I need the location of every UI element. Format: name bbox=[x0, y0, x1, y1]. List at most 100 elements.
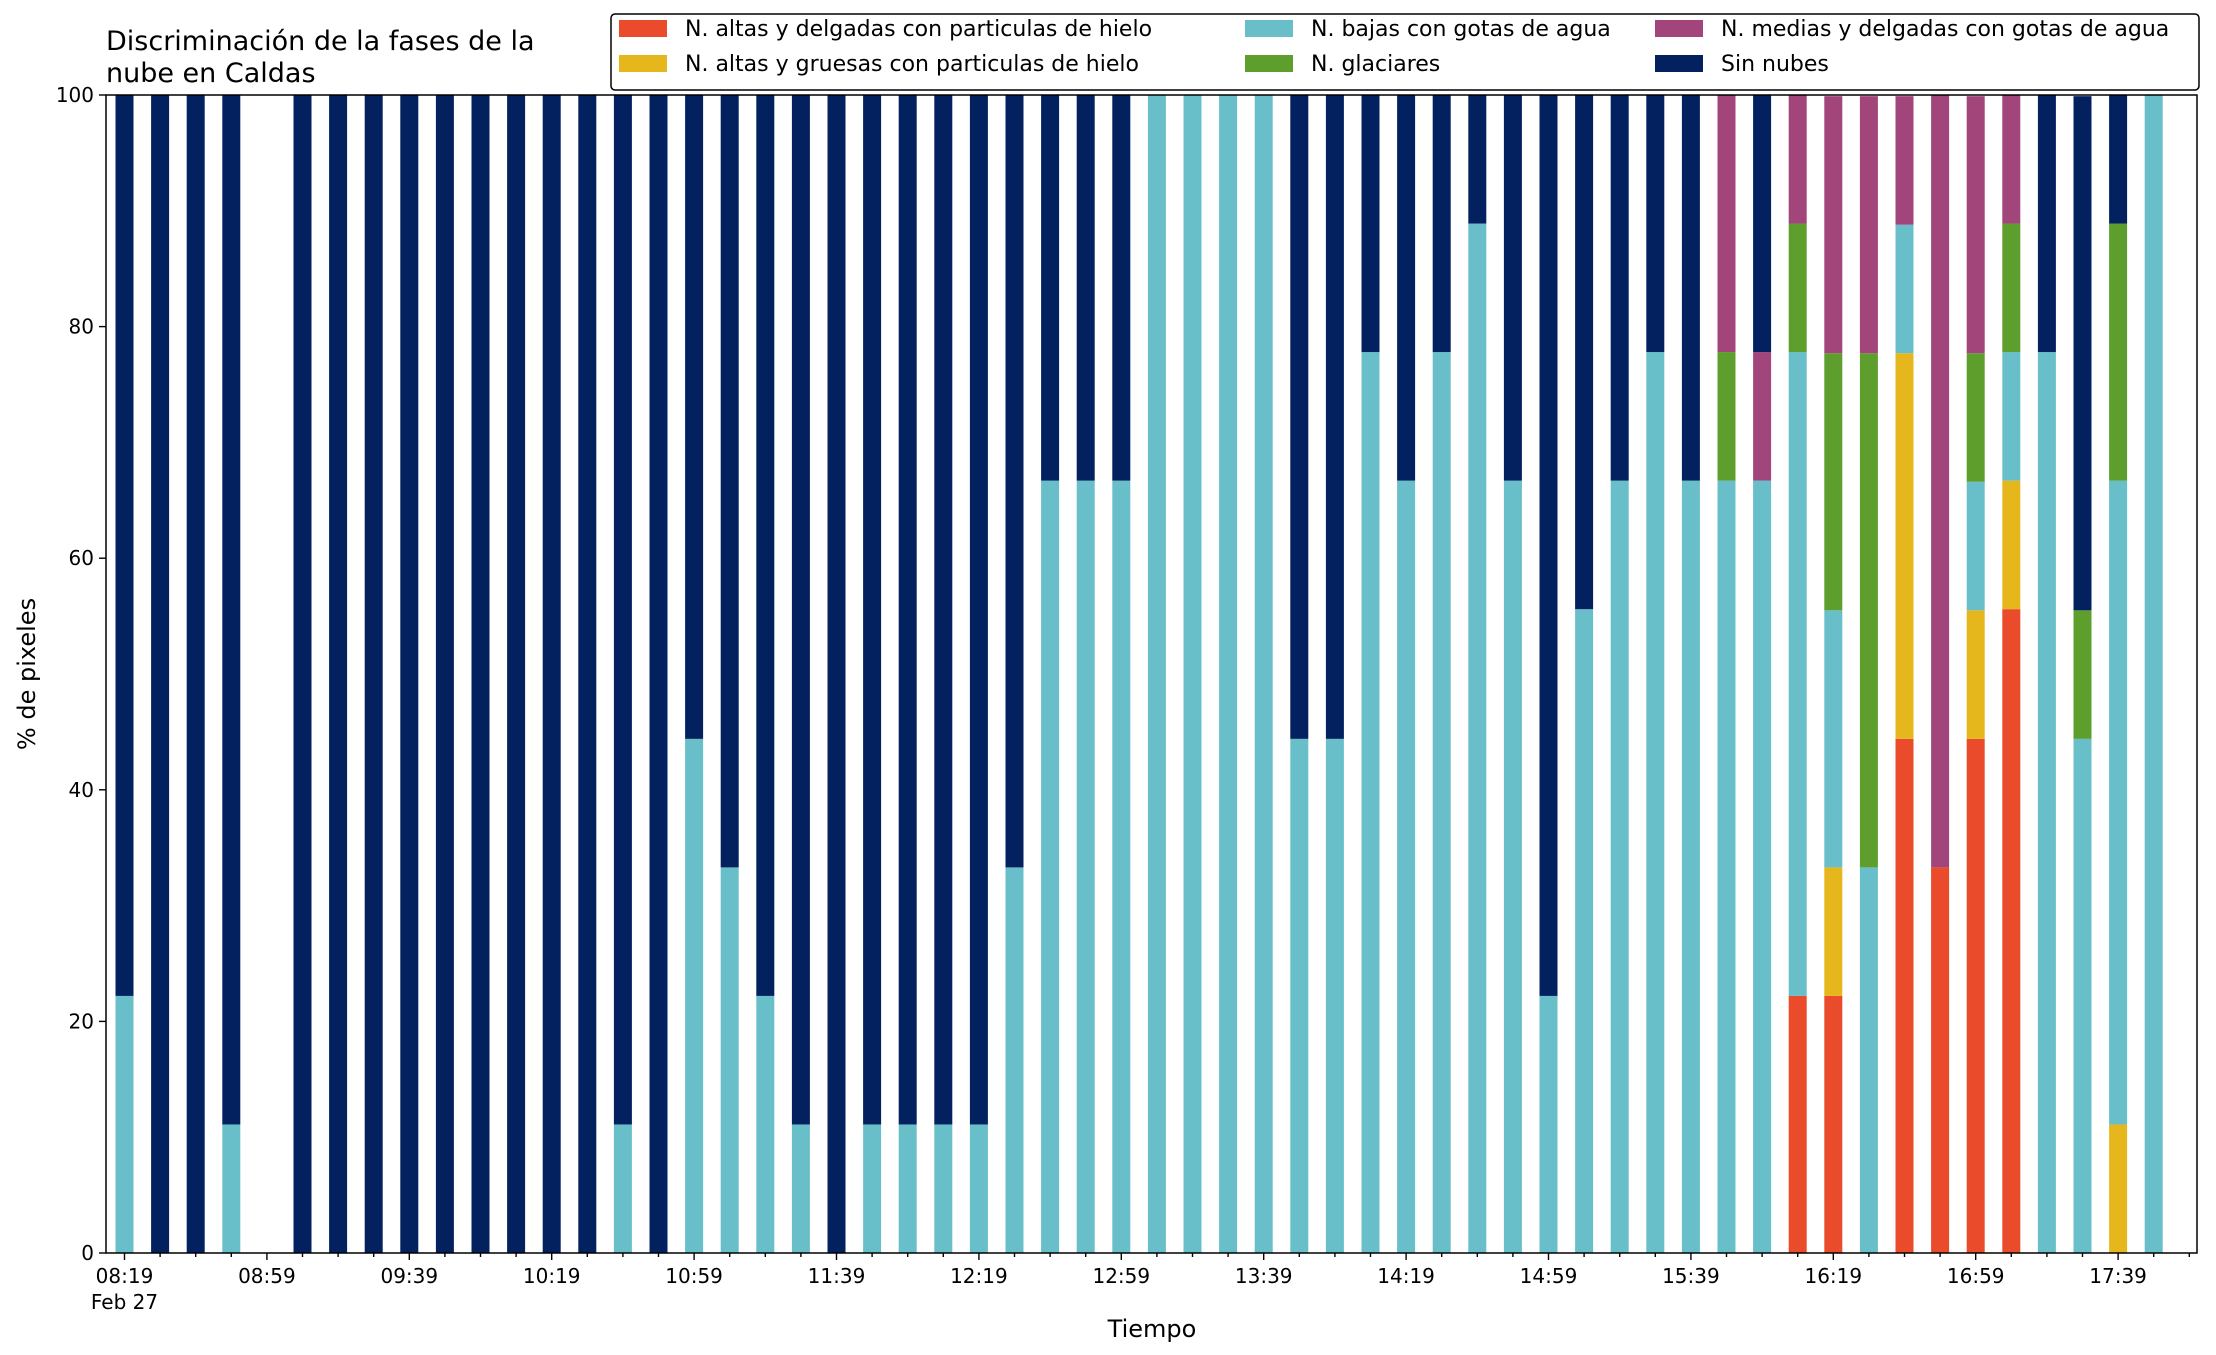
bar-segment bbox=[1610, 480, 1629, 1253]
bar-segment bbox=[1895, 224, 1914, 354]
bar-segment bbox=[1361, 352, 1380, 1254]
bar-segment bbox=[435, 95, 454, 1253]
x-tick-label: 16:59 bbox=[1947, 1264, 2005, 1288]
bar-segment bbox=[720, 867, 739, 1253]
bar-segment bbox=[1824, 867, 1843, 996]
bar-segment bbox=[934, 1124, 953, 1253]
bar-segment bbox=[2073, 738, 2092, 1253]
legend-label: N. altas y delgadas con particulas de hi… bbox=[685, 17, 1152, 42]
bar-segment bbox=[2037, 352, 2056, 1254]
bar-segment bbox=[1432, 352, 1451, 1254]
legend-swatch bbox=[1245, 55, 1293, 72]
bar-segment bbox=[2002, 352, 2021, 481]
bar-segment bbox=[720, 95, 739, 868]
bar-segment bbox=[1646, 352, 1665, 1254]
y-axis: 0 20 40 60 80 100 bbox=[56, 83, 106, 1265]
bar-segment bbox=[1468, 223, 1487, 1253]
legend-label: N. medias y delgadas con gotas de agua bbox=[1721, 17, 2169, 42]
y-tick-label: 20 bbox=[69, 1009, 94, 1033]
bar-segment bbox=[898, 1124, 917, 1253]
bar-segment bbox=[1112, 95, 1131, 481]
bar-segment bbox=[1966, 738, 1985, 1253]
bar-segment bbox=[1753, 95, 1772, 353]
x-tick-label: 14:19 bbox=[1377, 1264, 1435, 1288]
x-tick-label: 12:19 bbox=[950, 1264, 1008, 1288]
bar-segment bbox=[863, 1124, 882, 1253]
bar-segment bbox=[115, 995, 134, 1253]
x-axis-label: Tiempo bbox=[1107, 1315, 1197, 1343]
bar-segment bbox=[222, 1124, 241, 1253]
bar-segment bbox=[1290, 95, 1309, 739]
bar-segment bbox=[1859, 867, 1878, 1253]
bar-segment bbox=[1824, 995, 1843, 1253]
bar-segment bbox=[1397, 95, 1416, 481]
x-tick-label: 11:39 bbox=[808, 1264, 866, 1288]
bar-segment bbox=[1966, 353, 1985, 482]
bar-segment bbox=[222, 95, 241, 1125]
bar-segment bbox=[1966, 481, 1985, 611]
legend-swatch bbox=[619, 55, 667, 72]
legend-label: Sin nubes bbox=[1721, 52, 1829, 77]
y-tick-label: 0 bbox=[81, 1241, 94, 1265]
bar-segment bbox=[1503, 480, 1522, 1253]
bar-segment bbox=[1895, 96, 1914, 225]
bar-segment bbox=[1183, 95, 1202, 1253]
bar-segment bbox=[2144, 95, 2163, 1253]
bar-segment bbox=[542, 95, 561, 1253]
legend-label: N. altas y gruesas con particulas de hie… bbox=[685, 52, 1139, 77]
bar-segment bbox=[791, 95, 810, 1125]
bar-segment bbox=[1112, 480, 1131, 1253]
bar-segment bbox=[471, 95, 490, 1253]
x-tick-label: 14:59 bbox=[1520, 1264, 1578, 1288]
bar-segment bbox=[2109, 223, 2128, 481]
bar-segment bbox=[756, 995, 775, 1253]
legend-box bbox=[610, 13, 2200, 91]
legend-label: N. bajas con gotas de agua bbox=[1311, 17, 1611, 42]
legend-swatch bbox=[1655, 20, 1703, 37]
bar-segment bbox=[1966, 610, 1985, 739]
bar-segment bbox=[1539, 95, 1558, 996]
bar-segment bbox=[1895, 353, 1914, 739]
bar-segment bbox=[863, 95, 882, 1125]
bar-segment bbox=[2002, 95, 2021, 224]
bar-segment bbox=[1610, 95, 1629, 481]
y-tick-label: 100 bbox=[56, 83, 94, 107]
bar-segment bbox=[1895, 738, 1914, 1253]
bar-segment bbox=[1468, 95, 1487, 224]
bar-segment bbox=[1539, 995, 1558, 1253]
bar-segment bbox=[507, 95, 526, 1253]
bar-segment bbox=[1325, 95, 1344, 739]
x-tick-label: 17:39 bbox=[2089, 1264, 2147, 1288]
x-tick-label: 10:19 bbox=[523, 1264, 581, 1288]
bar-segment bbox=[685, 738, 704, 1253]
chart-title: Discriminación de la fases de la nube en … bbox=[106, 26, 535, 89]
bar-segment bbox=[186, 95, 205, 1253]
bar-segment bbox=[115, 95, 134, 996]
bar-segment bbox=[2002, 480, 2021, 610]
bar-segment bbox=[578, 95, 597, 1253]
bar-segment bbox=[2109, 480, 2128, 1125]
bar-segment bbox=[1931, 95, 1950, 868]
bar-segment bbox=[1753, 352, 1772, 481]
bar-segment bbox=[2073, 610, 2092, 739]
x-tick-label: 10:59 bbox=[665, 1264, 723, 1288]
bar-segment bbox=[791, 1124, 810, 1253]
bar-segment bbox=[2002, 609, 2021, 1253]
bar-segment bbox=[613, 1124, 632, 1253]
bar-segment bbox=[1219, 95, 1238, 1253]
x-tick-label: 12:59 bbox=[1092, 1264, 1150, 1288]
bar-segment bbox=[2109, 1124, 2128, 1253]
x-tick-label: 09:39 bbox=[380, 1264, 438, 1288]
bar-segment bbox=[969, 95, 988, 1125]
bar-segment bbox=[2073, 96, 2092, 611]
y-tick-label: 80 bbox=[69, 315, 94, 339]
bar-segment bbox=[1859, 353, 1878, 868]
y-tick-label: 60 bbox=[69, 546, 94, 570]
bar-segment bbox=[1361, 95, 1380, 353]
bar-segment bbox=[400, 95, 419, 1253]
bar-segment bbox=[1503, 95, 1522, 481]
bar-segment bbox=[1147, 95, 1166, 1253]
legend-label: N. glaciares bbox=[1311, 52, 1440, 77]
